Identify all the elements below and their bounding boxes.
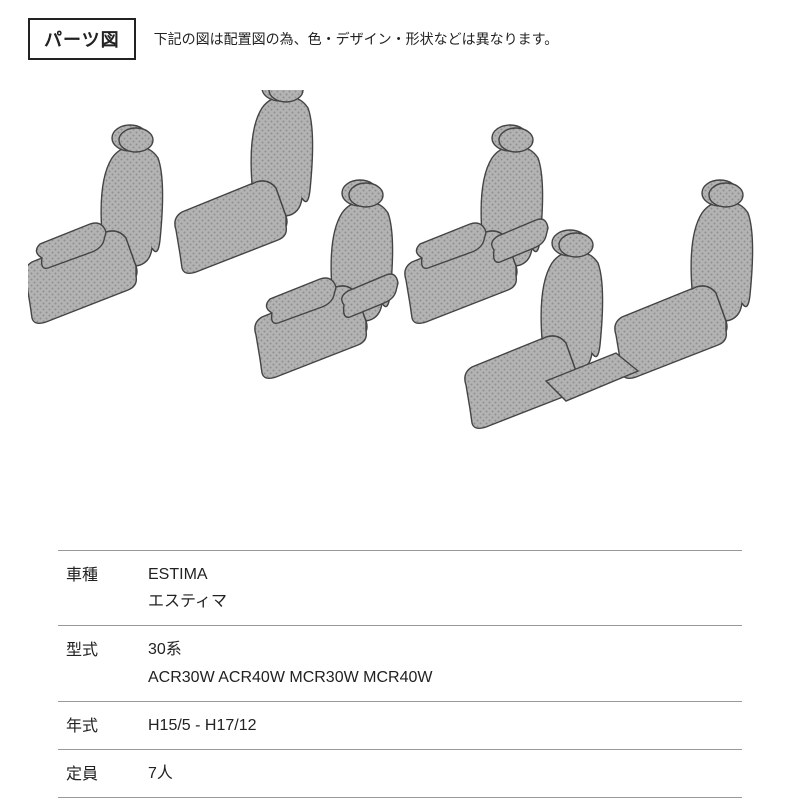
- spec-row: 型式 30系 ACR30W ACR40W MCR30W MCR40W: [58, 626, 742, 701]
- page-title: パーツ図: [44, 30, 120, 50]
- page-subtitle: 下記の図は配置図の為、色・デザイン・形状などは異なります。: [154, 29, 559, 49]
- seat-icon: [28, 125, 163, 323]
- spec-row: 定員 7人: [58, 750, 742, 798]
- spec-value: ESTIMA エスティマ: [148, 561, 227, 615]
- seat-diagram: [28, 90, 772, 490]
- seat-icon: [175, 90, 313, 273]
- seat-diagram-svg: [28, 90, 772, 490]
- spec-row: 車種 ESTIMA エスティマ: [58, 551, 742, 626]
- spec-table: 車種 ESTIMA エスティマ 型式 30系 ACR30W ACR40W MCR…: [58, 550, 742, 798]
- spec-value: H15/5 - H17/12: [148, 712, 257, 739]
- page-title-box: パーツ図: [28, 18, 136, 60]
- spec-value: 30系 ACR30W ACR40W MCR30W MCR40W: [148, 636, 432, 690]
- spec-value: 7人: [148, 760, 173, 787]
- spec-label: 型式: [58, 636, 148, 690]
- spec-label: 車種: [58, 561, 148, 615]
- spec-label: 定員: [58, 760, 148, 787]
- spec-label: 年式: [58, 712, 148, 739]
- spec-row: 年式 H15/5 - H17/12: [58, 702, 742, 750]
- seat-icon: [405, 125, 548, 323]
- header: パーツ図 下記の図は配置図の為、色・デザイン・形状などは異なります。: [28, 18, 772, 60]
